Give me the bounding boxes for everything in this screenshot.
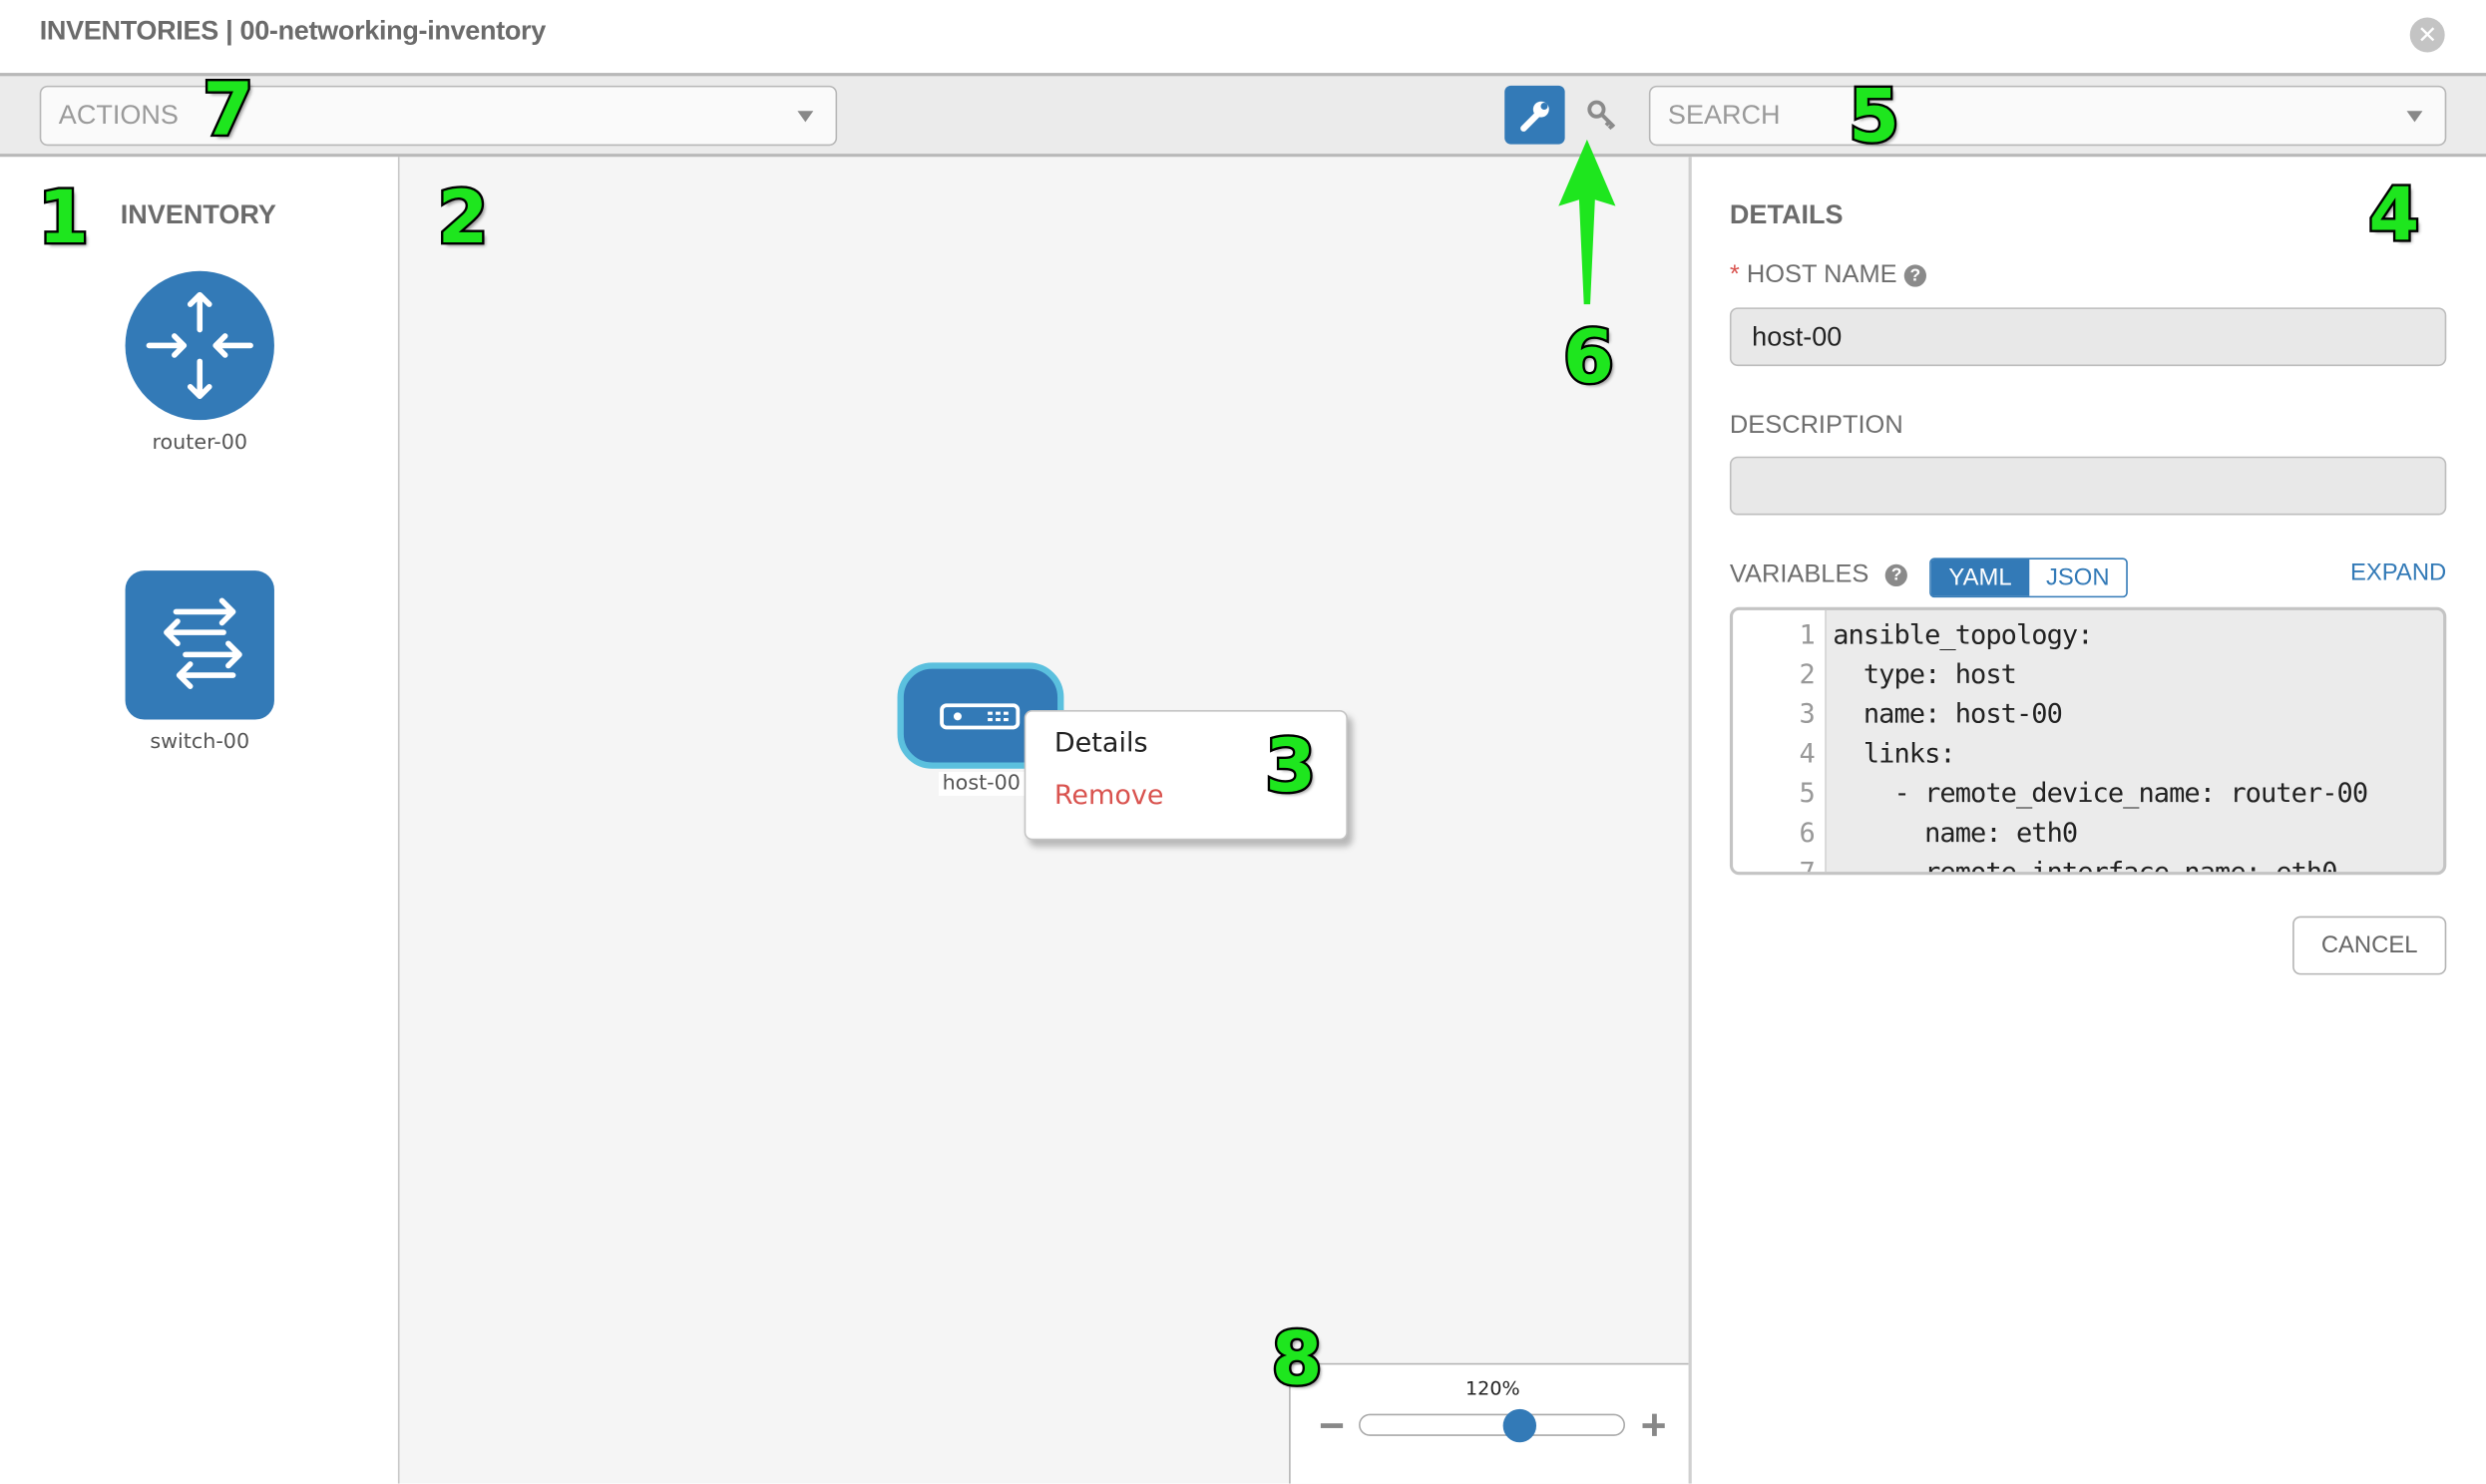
host-name-label: * HOST NAME ? [1730, 261, 1926, 290]
line-number-gutter [1733, 609, 1827, 873]
chevron-down-icon [797, 111, 814, 123]
line-number: 7 [1799, 857, 1816, 876]
router-icon [146, 291, 253, 400]
line-number: 2 [1799, 659, 1816, 691]
zoom-slider[interactable] [1359, 1413, 1626, 1436]
context-menu-details[interactable]: Details [1053, 727, 1148, 760]
inventory-item-label: router-00 [152, 431, 248, 456]
line-number: 3 [1799, 698, 1816, 731]
context-menu-remove[interactable]: Remove [1053, 779, 1164, 812]
line-number: 4 [1799, 738, 1816, 771]
host-node-label: host-00 [938, 771, 1025, 796]
variables-code-editor[interactable]: 1 ansible_topology: 2 type: host 3 name: ho… [1729, 606, 2447, 876]
annotation-3: 3 [1263, 722, 1319, 809]
json-toggle-button[interactable]: JSON [2045, 563, 2110, 591]
zoom-level-label: 120% [1465, 1377, 1520, 1400]
key-icon [1587, 100, 1616, 131]
annotation-4: 4 [2366, 171, 2422, 257]
code-line: name: eth0 [1833, 818, 2078, 850]
zoom-slider-thumb[interactable] [1502, 1408, 1536, 1443]
description-label: DESCRIPTION [1729, 412, 1903, 440]
line-number: 1 [1799, 619, 1816, 652]
code-line: links: [1833, 738, 1956, 771]
details-title: DETAILS [1729, 199, 1844, 230]
description-input[interactable] [1729, 456, 2447, 516]
host-name-label-text: HOST NAME [1746, 261, 1897, 289]
wrench-icon [1520, 101, 1549, 132]
inventory-item-switch[interactable] [125, 570, 274, 720]
annotation-1: 1 [36, 174, 92, 260]
chevron-down-icon [2406, 111, 2423, 123]
zoom-in-icon[interactable] [1642, 1413, 1665, 1436]
page-title: INVENTORIES | 00-networking-inventory [39, 15, 547, 47]
search-dropdown[interactable]: SEARCH [1648, 85, 2447, 147]
code-line: type: host [1833, 659, 2017, 691]
annotation-7: 7 [201, 66, 256, 153]
zoom-out-icon[interactable] [1320, 1423, 1344, 1428]
actions-placeholder: ACTIONS [58, 100, 179, 131]
inventory-item-label: switch-00 [150, 730, 250, 755]
search-placeholder: SEARCH [1667, 100, 1781, 131]
variables-label: VARIABLES ? [1729, 560, 1908, 590]
code-line: name: host-00 [1833, 698, 2063, 731]
yaml-toggle-button[interactable]: YAML [1930, 559, 2030, 596]
format-toggle: YAML JSON [1929, 557, 2128, 598]
annotation-8: 8 [1269, 1315, 1325, 1401]
code-line: - remote_device_name: router-00 [1833, 778, 2368, 811]
required-marker: * [1729, 261, 1740, 289]
host-name-input[interactable]: host-00 [1729, 307, 2447, 367]
switch-icon [164, 597, 242, 689]
expand-link[interactable]: EXPAND [2349, 559, 2447, 587]
inventory-title: INVENTORY [120, 199, 276, 230]
line-number: 6 [1799, 818, 1816, 850]
line-number: 5 [1799, 778, 1816, 811]
help-icon[interactable]: ? [1884, 563, 1908, 586]
code-line: remote_interface_name: eth0 [1833, 857, 2337, 876]
actions-dropdown[interactable]: ACTIONS [39, 85, 838, 147]
key-button[interactable] [1585, 99, 1620, 134]
cancel-button[interactable]: CANCEL [2292, 916, 2447, 975]
annotation-5: 5 [1847, 73, 1902, 159]
annotation-arrow-icon [1558, 139, 1616, 305]
context-menu: Details Remove [1024, 710, 1348, 841]
annotation-6: 6 [1561, 313, 1617, 400]
close-icon[interactable]: ✕ [2409, 17, 2445, 53]
annotation-2: 2 [435, 174, 491, 260]
wrench-toggle-button[interactable] [1504, 85, 1565, 145]
variables-label-text: VARIABLES [1729, 560, 1869, 588]
code-line: ansible_topology: [1833, 619, 2093, 652]
inventory-item-router[interactable] [125, 270, 274, 421]
help-icon[interactable]: ? [1903, 264, 1926, 287]
zoom-control: 120% [1289, 1362, 1689, 1484]
server-icon [940, 703, 1021, 730]
